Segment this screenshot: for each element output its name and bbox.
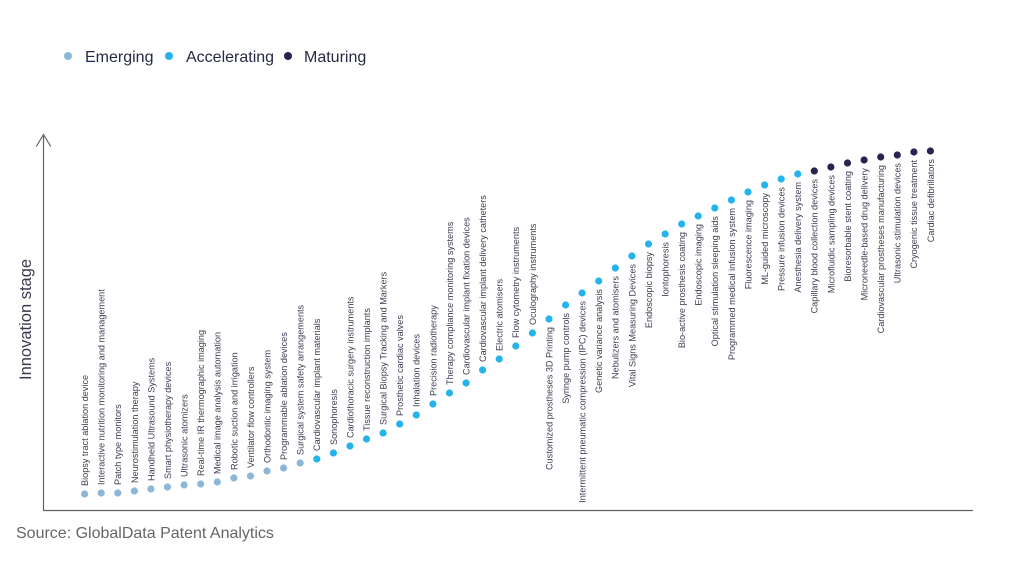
svg-text:Customized prostheses 3D Print: Customized prostheses 3D Printing bbox=[544, 327, 554, 470]
svg-text:Anesthesia delivery system: Anesthesia delivery system bbox=[793, 182, 803, 293]
svg-text:Cardiac defibrillators: Cardiac defibrillators bbox=[926, 159, 936, 243]
svg-text:Source: GlobalData Patent Anal: Source: GlobalData Patent Analytics bbox=[16, 525, 274, 542]
svg-text:Bio-active prosthesis coating: Bio-active prosthesis coating bbox=[677, 232, 687, 348]
svg-text:Endoscopic imaging: Endoscopic imaging bbox=[694, 224, 704, 306]
svg-text:Bioresorbable stent coating: Bioresorbable stent coating bbox=[843, 171, 853, 282]
svg-text:Vital Signs Measuring Devices: Vital Signs Measuring Devices bbox=[627, 264, 637, 388]
svg-text:Cardiothoracic surgery instrum: Cardiothoracic surgery instruments bbox=[345, 296, 355, 438]
svg-text:Smart physiotherapy devices: Smart physiotherapy devices bbox=[163, 361, 173, 479]
svg-text:Ultrasonic stimulation devices: Ultrasonic stimulation devices bbox=[893, 163, 903, 284]
svg-text:Cardiovascular implant materia: Cardiovascular implant materials bbox=[312, 318, 322, 451]
svg-text:Cardiovascular implant deliver: Cardiovascular implant delivery catheter… bbox=[478, 195, 488, 362]
svg-text:Cardiovascular prostheses manu: Cardiovascular prostheses manufacturing bbox=[876, 165, 886, 333]
svg-text:Genetic variance analysis: Genetic variance analysis bbox=[594, 289, 604, 393]
svg-text:Patch type monitors: Patch type monitors bbox=[113, 404, 123, 485]
svg-text:Inhalation devices: Inhalation devices bbox=[412, 334, 422, 407]
svg-text:Capillary blood collection dev: Capillary blood collection devices bbox=[810, 179, 820, 314]
svg-text:Interactive nutrition monitori: Interactive nutrition monitoring and man… bbox=[97, 289, 107, 485]
svg-text:Fluorescence imaging: Fluorescence imaging bbox=[743, 200, 753, 289]
svg-text:Biopsy tract ablation device: Biopsy tract ablation device bbox=[80, 375, 90, 486]
svg-text:Surgical system safety arrange: Surgical system safety arrangements bbox=[296, 304, 306, 455]
svg-text:Real-time IR thermographic ima: Real-time IR thermographic imaging bbox=[196, 330, 206, 476]
svg-text:Orthodontic imaging system: Orthodontic imaging system bbox=[262, 350, 272, 463]
svg-text:Endoscopic biopsy: Endoscopic biopsy bbox=[644, 252, 654, 329]
svg-text:Prosthetic cardiac valves: Prosthetic cardiac valves bbox=[395, 315, 405, 416]
svg-text:Sonophoresis: Sonophoresis bbox=[329, 389, 339, 445]
svg-text:Innovation stage: Innovation stage bbox=[17, 259, 35, 380]
svg-text:Medical image analysis automat: Medical image analysis automation bbox=[213, 332, 223, 474]
svg-text:Oculography instruments: Oculography instruments bbox=[528, 223, 538, 325]
svg-text:Ultrasonic atomizers: Ultrasonic atomizers bbox=[180, 394, 190, 477]
svg-text:ML-guided microscopy: ML-guided microscopy bbox=[760, 193, 770, 285]
svg-text:Ventilator flow controllers: Ventilator flow controllers bbox=[246, 366, 256, 468]
svg-text:Optical stimulation sleeping a: Optical stimulation sleeping aids bbox=[710, 216, 720, 347]
svg-text:Emerging: Emerging bbox=[85, 49, 153, 66]
svg-text:Tissue reconstruction implants: Tissue reconstruction implants bbox=[362, 308, 372, 431]
svg-text:Robotic suction and irrigation: Robotic suction and irrigation bbox=[229, 352, 239, 470]
svg-text:Neurostimulation therapy: Neurostimulation therapy bbox=[130, 381, 140, 483]
svg-text:Cardiovascular implant fixatio: Cardiovascular implant fixation devices bbox=[462, 217, 472, 375]
svg-text:Iontophoresis: Iontophoresis bbox=[661, 242, 671, 297]
svg-text:Pressure infusion devices: Pressure infusion devices bbox=[777, 187, 787, 291]
svg-text:Programmed medical infusion sy: Programmed medical infusion system bbox=[727, 208, 737, 360]
svg-text:Flow cytometry instruments: Flow cytometry instruments bbox=[511, 227, 521, 338]
svg-text:Nebulizers and atomisers: Nebulizers and atomisers bbox=[611, 276, 621, 379]
svg-text:Microneedle-based drug deliver: Microneedle-based drug delivery bbox=[860, 168, 870, 301]
svg-text:Cryogenic tissue treatment: Cryogenic tissue treatment bbox=[909, 160, 919, 269]
svg-text:Syringe pump controls: Syringe pump controls bbox=[561, 313, 571, 404]
svg-text:Maturing: Maturing bbox=[304, 49, 366, 66]
svg-text:Accelerating: Accelerating bbox=[186, 49, 274, 66]
svg-text:Surgical Biopsy Tracking and M: Surgical Biopsy Tracking and Markers bbox=[379, 271, 389, 425]
svg-text:Programmable ablation devices: Programmable ablation devices bbox=[279, 332, 289, 460]
svg-text:Electric atomisers: Electric atomisers bbox=[495, 279, 505, 351]
svg-text:Therapy compliance monitoring: Therapy compliance monitoring systems bbox=[445, 221, 455, 385]
svg-text:Intermittent pneumatic compres: Intermittent pneumatic compression (IPC)… bbox=[578, 301, 588, 503]
svg-text:Precision radiotherapy: Precision radiotherapy bbox=[428, 305, 438, 396]
svg-text:Handheld Ultrasound Systems: Handheld Ultrasound Systems bbox=[146, 357, 156, 481]
svg-text:Microfluidic sampling devices: Microfluidic sampling devices bbox=[826, 175, 836, 294]
